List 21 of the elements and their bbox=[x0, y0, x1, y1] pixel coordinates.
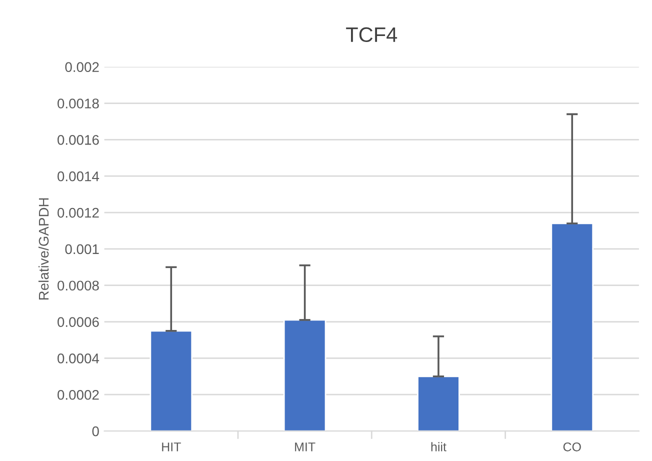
x-tick-label: CO bbox=[563, 442, 581, 452]
y-tick-label: 0.002 bbox=[65, 62, 99, 72]
y-axis-title: Relative/GAPDH bbox=[38, 198, 49, 300]
y-tick-label: 0.0014 bbox=[58, 171, 100, 182]
y-tick-label: 0.0006 bbox=[58, 317, 99, 327]
y-tick-label: 0.0012 bbox=[58, 208, 99, 218]
y-tick-label: 0.0018 bbox=[58, 98, 99, 108]
x-tick-label: hiit bbox=[431, 442, 446, 452]
y-tick-label: 0 bbox=[92, 426, 99, 436]
x-tick-label: MIT bbox=[295, 442, 316, 452]
bar bbox=[550, 222, 594, 432]
y-tick-label: 0.0016 bbox=[58, 135, 99, 145]
y-tick-label: 0.0004 bbox=[58, 354, 100, 364]
bar bbox=[150, 330, 193, 432]
x-tick-label: HIT bbox=[162, 442, 181, 452]
y-tick-label: 0.0002 bbox=[58, 390, 99, 400]
chart-title: TCF4 bbox=[346, 27, 398, 42]
y-tick-label: 0.0008 bbox=[58, 280, 99, 291]
bar bbox=[283, 319, 326, 432]
y-tick-label: 0.001 bbox=[65, 244, 99, 254]
bar bbox=[417, 376, 460, 432]
